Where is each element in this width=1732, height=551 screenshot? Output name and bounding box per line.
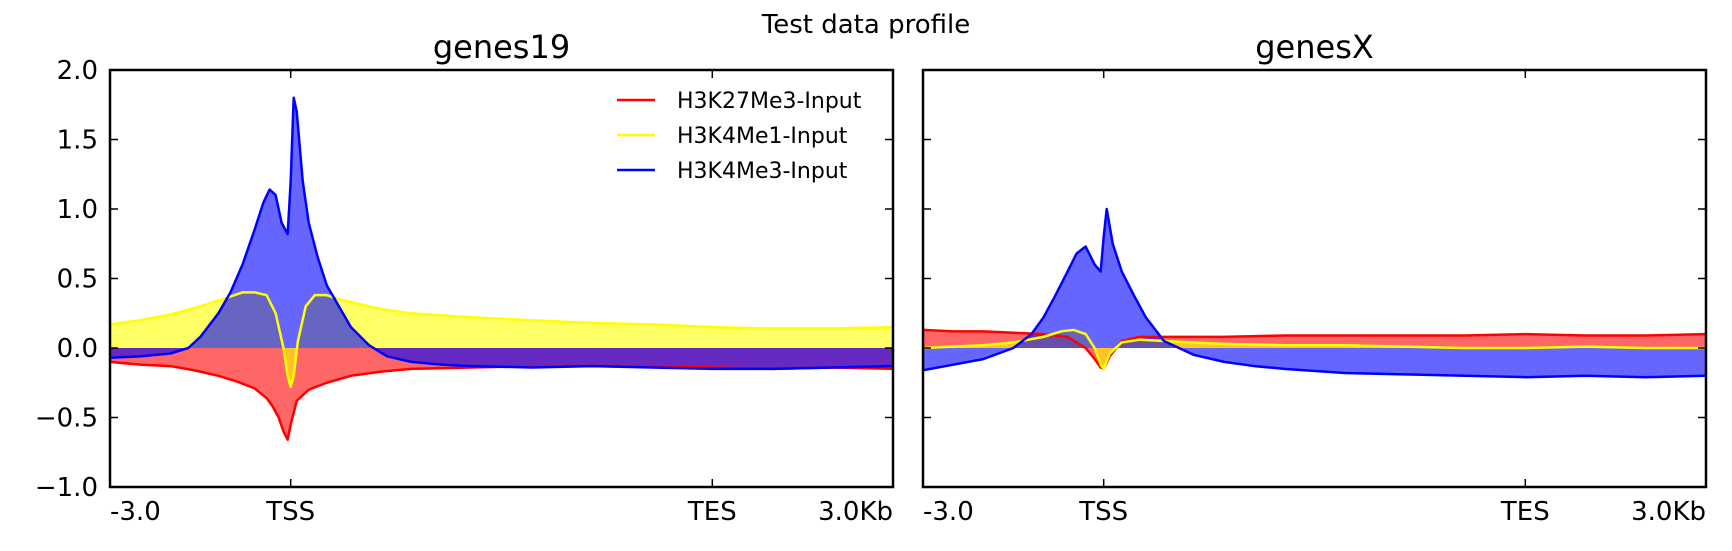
series-line bbox=[923, 207, 1706, 379]
panel-title: genes19 bbox=[433, 28, 570, 66]
legend-label: H3K27Me3-Input bbox=[677, 89, 862, 114]
x-tick-label: 3.0Kb bbox=[818, 497, 893, 527]
series-fill bbox=[923, 329, 1706, 369]
plot-area bbox=[110, 96, 893, 441]
x-tick-label: -3.0 bbox=[110, 497, 161, 527]
y-tick-label: 2.0 bbox=[57, 56, 98, 86]
axes-frame bbox=[921, 68, 1708, 489]
legend: H3K27Me3-Input H3K4Me1-Input H3K4Me3-Input bbox=[617, 89, 862, 184]
y-tick-label: −0.5 bbox=[35, 404, 98, 434]
y-tick-label: 0.0 bbox=[57, 334, 98, 364]
legend-label: H3K4Me3-Input bbox=[677, 159, 848, 184]
series-line bbox=[923, 328, 1706, 371]
panel-genesX: genesX -3.0 TSS TES 3.0Kb bbox=[921, 28, 1708, 527]
figure-title: Test data profile bbox=[761, 10, 970, 40]
plot-area bbox=[923, 207, 1706, 379]
series-line bbox=[110, 96, 893, 371]
panel-title: genesX bbox=[1255, 28, 1374, 66]
panel-genes19: genes19 −1.0 −0.5 0.0 0.5 1.0 1.5 2.0 -3.0 TSS TES… bbox=[35, 28, 895, 527]
x-tick-label: TES bbox=[687, 497, 737, 527]
y-tick-label: 0.5 bbox=[57, 265, 98, 295]
legend-label: H3K4Me1-Input bbox=[677, 124, 848, 149]
x-tick-label: 3.0Kb bbox=[1631, 497, 1706, 527]
series-fill bbox=[923, 209, 1706, 378]
series-line bbox=[923, 328, 1706, 371]
x-tick-label: -3.0 bbox=[923, 497, 974, 527]
x-tick-label: TSS bbox=[1078, 497, 1128, 527]
series-fill bbox=[110, 97, 893, 369]
y-tick-label: −1.0 bbox=[35, 473, 98, 503]
x-tick-label: TES bbox=[1500, 497, 1550, 527]
x-tick-label: TSS bbox=[265, 497, 315, 527]
y-tick-label: 1.0 bbox=[57, 195, 98, 225]
series-fill bbox=[110, 348, 893, 440]
series-line bbox=[110, 291, 893, 389]
y-tick-label: 1.5 bbox=[57, 126, 98, 156]
